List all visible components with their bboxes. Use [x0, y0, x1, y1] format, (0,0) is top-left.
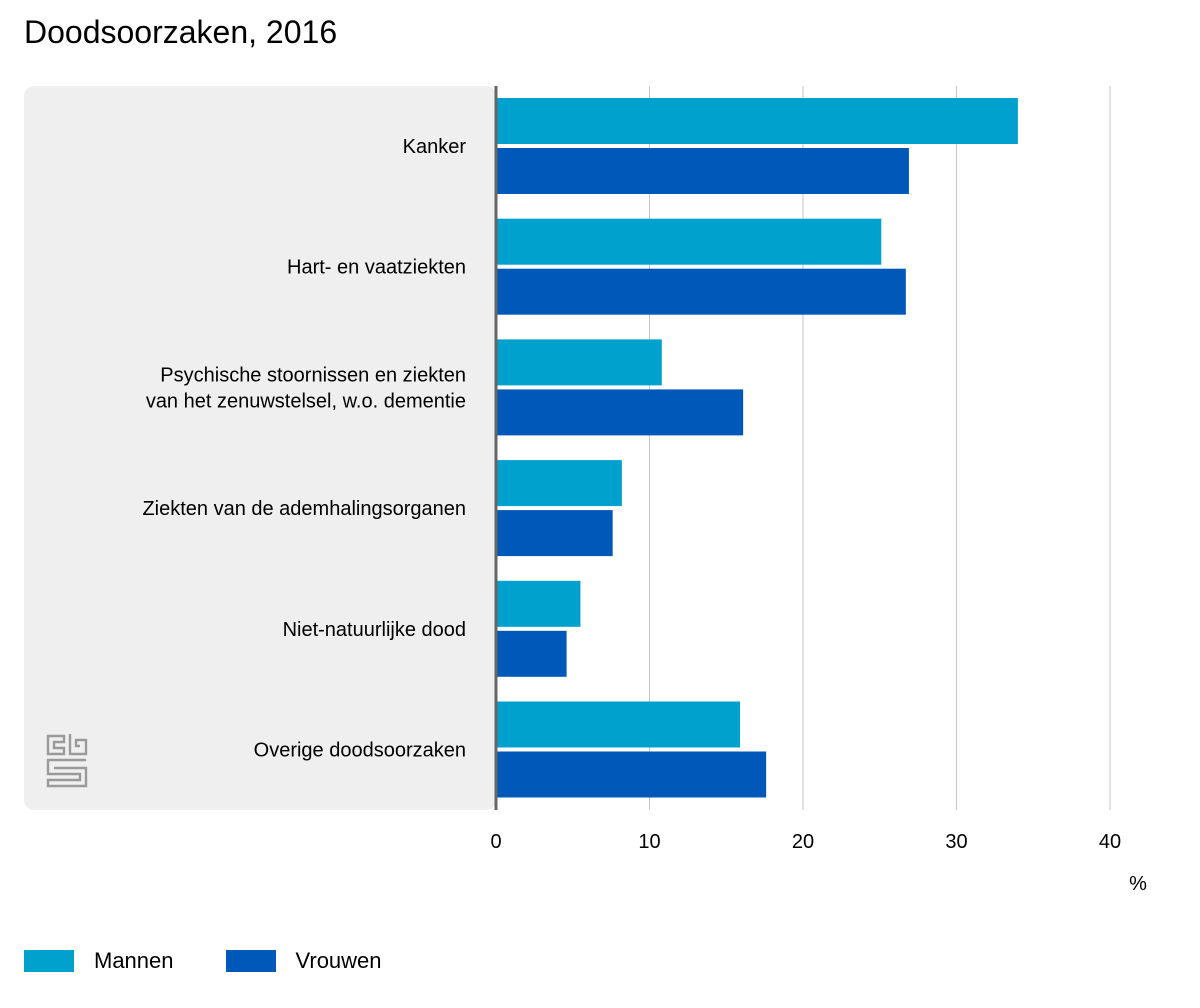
legend: Mannen Vrouwen: [24, 948, 434, 974]
category-label-1: Hart- en vaatziekten: [287, 257, 466, 279]
bar-mannen-1: [496, 218, 882, 265]
bar-vrouwen-0: [496, 148, 909, 194]
bar-vrouwen-5: [496, 751, 767, 798]
bar-vrouwen-1: [496, 268, 906, 315]
category-label-2-line-1: van het zenuwstelsel, w.o. dementie: [146, 390, 466, 412]
legend-label-mannen: Mannen: [94, 948, 174, 973]
x-axis-unit: %: [1129, 873, 1147, 895]
grid-lines: [649, 86, 1111, 810]
x-tick-20: 20: [792, 831, 814, 853]
x-tick-10: 10: [638, 831, 660, 853]
cbs-logo-icon: [46, 734, 88, 788]
legend-item-vrouwen: Vrouwen: [225, 948, 382, 974]
bars: [496, 98, 1018, 798]
legend-label-vrouwen: Vrouwen: [295, 948, 382, 973]
bar-vrouwen-2: [496, 389, 744, 436]
x-tick-40: 40: [1099, 831, 1121, 853]
category-labels: Kanker Hart- en vaatziekten Psychische sto…: [142, 136, 466, 762]
x-tick-30: 30: [945, 831, 967, 853]
plot-background: [24, 86, 496, 810]
chart-title: Doodsoorzaken, 2016: [24, 14, 338, 50]
legend-item-mannen: Mannen: [24, 948, 174, 974]
tick-labels: 0 10 20 30 40: [490, 831, 1121, 853]
bar-mannen-5: [496, 701, 741, 748]
category-label-0: Kanker: [403, 136, 467, 158]
bar-vrouwen-4: [496, 630, 567, 677]
category-label-2-line-0: Psychische stoornissen en ziekten: [160, 364, 466, 386]
bar-mannen-3: [496, 460, 622, 507]
legend-swatch-mannen: [24, 950, 74, 972]
category-label-4: Niet-natuurlijke dood: [283, 619, 466, 641]
bar-mannen-4: [496, 580, 581, 627]
category-label-5: Overige doodsoorzaken: [254, 740, 466, 762]
bar-mannen-0: [496, 98, 1018, 144]
category-label-3: Ziekten van de ademhalingsorganen: [142, 498, 466, 520]
x-tick-0: 0: [490, 831, 501, 853]
bar-mannen-2: [496, 339, 662, 386]
legend-swatch-vrouwen: [225, 950, 276, 972]
bar-vrouwen-3: [496, 510, 613, 557]
